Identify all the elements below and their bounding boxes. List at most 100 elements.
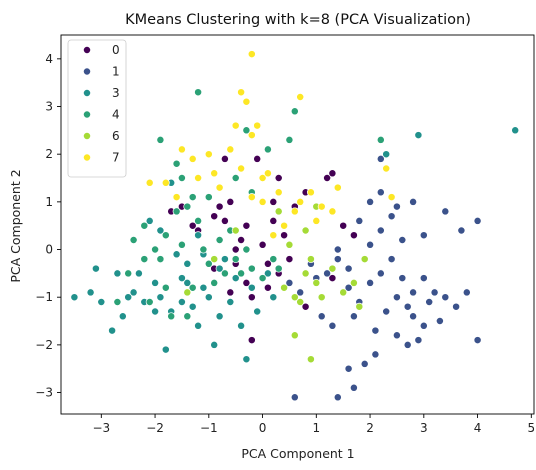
point-cluster-1 [285,278,294,287]
x-tick-label: 4 [474,421,482,435]
point-cluster-4 [177,240,186,249]
point-cluster-0 [285,255,294,264]
point-cluster-0 [328,274,337,283]
legend-marker-3 [83,89,91,97]
legend-label-7: 7 [112,151,120,165]
point-cluster-1 [392,293,401,302]
point-cluster-1 [473,216,482,225]
point-cluster-7 [226,145,235,154]
y-axis-title: PCA Component 2 [8,169,23,282]
x-tick-label: 1 [312,421,320,435]
x-tick-label: 5 [527,421,535,435]
point-cluster-1 [290,393,299,402]
point-cluster-6 [301,269,310,278]
point-cluster-0 [247,336,256,345]
legend-label-3: 3 [112,86,120,100]
point-cluster-6 [312,278,321,287]
point-cluster-1 [349,383,358,392]
point-cluster-7 [253,121,262,130]
point-cluster-1 [441,293,450,302]
point-cluster-3 [414,131,423,140]
point-cluster-4 [199,245,208,254]
point-cluster-3 [108,326,117,335]
point-cluster-0 [323,174,332,182]
point-cluster-6 [210,255,219,264]
legend: 0 1 3 4 6 7 [67,39,127,178]
point-cluster-7 [263,169,272,178]
point-cluster-3 [226,298,235,306]
chart-title: KMeans Clustering with k=8 (PCA Visualiz… [125,12,471,28]
point-cluster-7 [274,188,283,197]
point-cluster-3 [215,312,224,321]
point-cluster-3 [220,255,229,264]
point-cluster-0 [263,283,272,292]
point-cluster-1 [403,340,412,349]
point-cluster-4 [145,298,154,306]
point-cluster-3 [97,298,106,306]
point-cluster-3 [204,293,213,302]
point-cluster-1 [333,393,342,402]
point-cluster-7 [194,174,203,182]
point-cluster-7 [317,202,326,211]
point-cluster-1 [473,336,482,345]
point-cluster-7 [172,193,181,202]
point-cluster-0 [263,259,272,268]
point-cluster-7 [215,183,224,192]
point-cluster-1 [296,288,305,297]
point-cluster-0 [301,302,310,311]
point-cluster-6 [231,226,240,235]
point-cluster-4 [156,135,165,144]
point-cluster-7 [204,150,213,159]
point-cluster-7 [242,97,251,106]
point-cluster-3 [215,264,224,273]
point-cluster-3 [231,274,240,283]
point-cluster-1 [371,326,380,335]
y-tick-label: 0 [45,243,53,257]
point-cluster-1 [398,236,407,244]
point-cluster-0 [226,288,235,297]
y-tick-label: 3 [45,100,53,114]
point-cluster-1 [387,212,396,221]
point-cluster-1 [387,255,396,264]
y-tick-label: 4 [45,52,53,66]
point-cluster-6 [290,293,299,302]
point-cluster-4 [269,255,278,264]
point-cluster-3 [86,288,95,297]
legend-marker-6 [83,132,91,140]
point-cluster-0 [242,221,251,230]
point-cluster-1 [392,202,401,211]
point-cluster-3 [172,250,181,259]
point-cluster-4 [151,245,160,254]
point-cluster-4 [231,174,240,182]
point-cluster-6 [183,288,192,297]
point-cluster-6 [290,331,299,340]
legend-marker-4 [83,110,91,119]
point-cluster-4 [129,236,138,244]
point-cluster-7 [290,207,299,216]
point-cluster-7 [387,193,396,202]
legend-marker-7 [83,153,91,162]
point-cluster-6 [296,298,305,306]
point-cluster-3 [151,278,160,287]
point-cluster-7 [161,178,170,187]
point-cluster-6 [306,355,315,364]
point-cluster-0 [349,231,358,240]
point-cluster-1 [409,197,418,206]
point-cluster-1 [323,269,332,278]
point-cluster-0 [269,216,278,225]
point-cluster-6 [306,255,315,264]
point-cluster-1 [419,274,428,283]
point-cluster-7 [188,154,197,163]
point-cluster-1 [425,298,434,306]
point-cluster-1 [355,216,364,225]
point-cluster-1 [349,312,358,321]
y-tick-label: −3 [35,386,53,400]
point-cluster-6 [339,288,348,297]
point-cluster-3 [156,293,165,302]
point-cluster-0 [253,154,262,163]
point-cluster-0 [258,240,267,249]
point-cluster-6 [349,278,358,287]
point-cluster-0 [215,202,224,211]
point-cluster-4 [140,221,149,230]
point-cluster-1 [360,359,369,368]
